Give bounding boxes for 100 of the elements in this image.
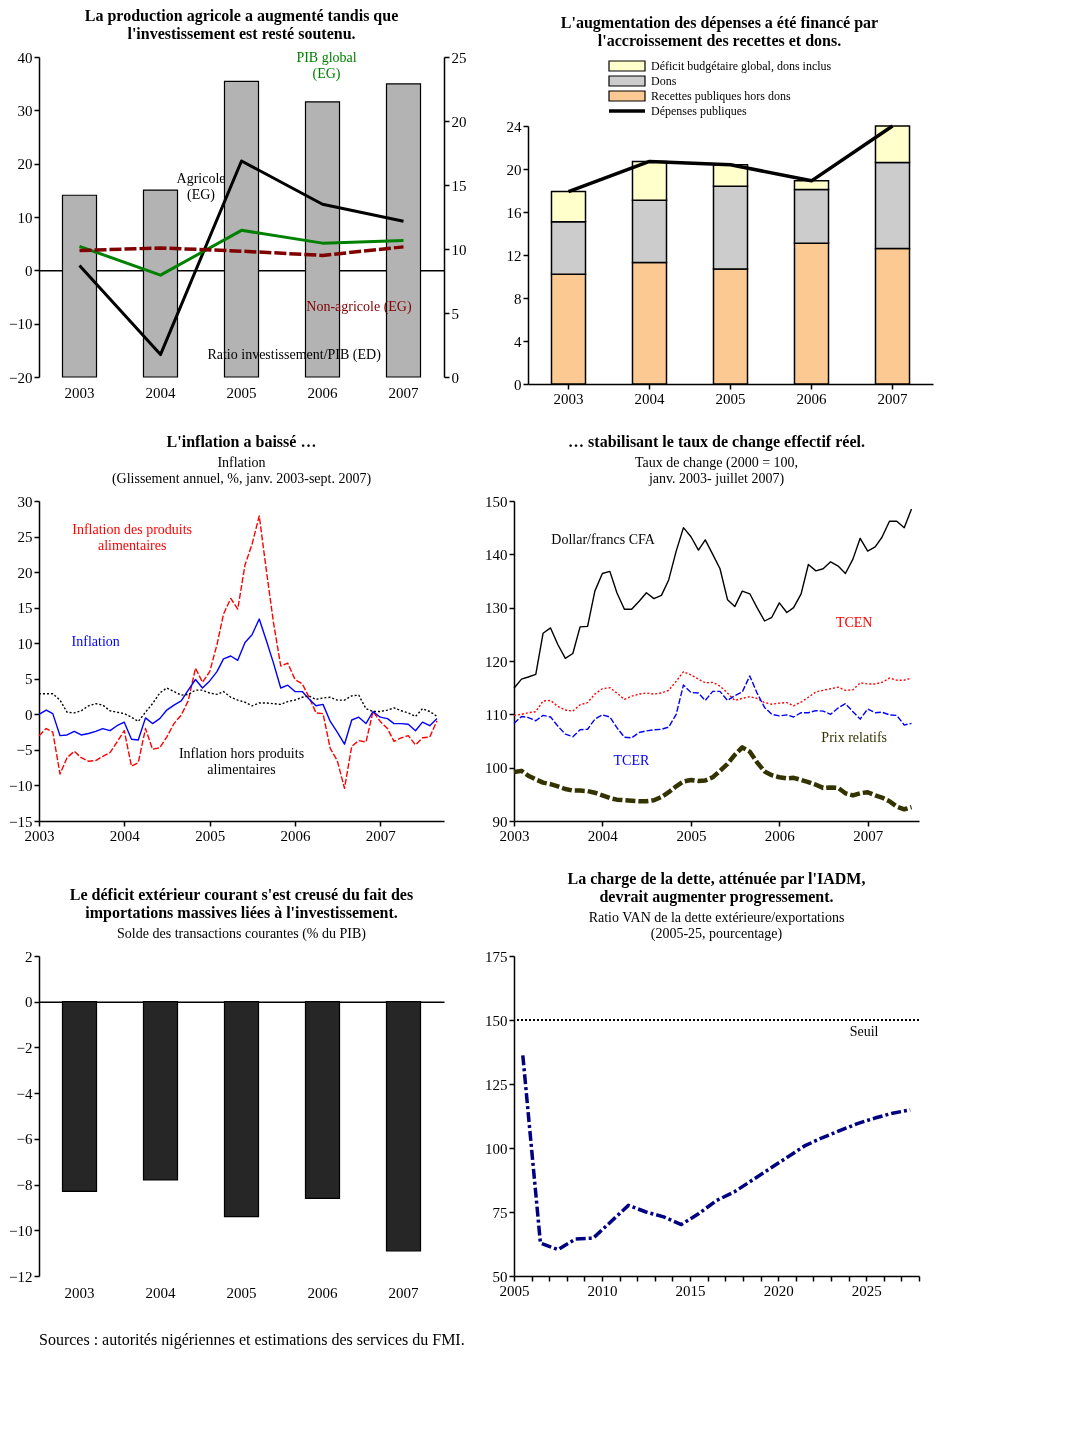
y-tick-label: 15 [17,600,33,617]
y-tick-label: −4 [16,1085,33,1102]
line-series [511,745,914,812]
y-tick-label: 150 [485,1012,508,1029]
x-tick-label: 2007 [877,390,908,407]
y-tick-label: 100 [485,1140,508,1157]
y-tick-label: 175 [485,948,508,965]
y-tick-label: −8 [16,1177,33,1194]
text: Inflation des produits alimentaires [72,522,193,554]
y-tick-label: −5 [16,742,33,759]
x-tick-label: 2007 [853,827,884,844]
legend-label: Dons [651,74,677,88]
y2-tick-label: 10 [451,241,467,258]
y-tick-label: 8 [514,290,522,307]
y-tick-label: 20 [506,161,522,178]
y-tick-label: 4 [514,333,522,350]
x-tick-label: 2004 [145,385,176,402]
y-tick-label: 120 [485,653,508,670]
chart-title: La charge de la dette, atténuée par l'IADM, devrait augmenter progressement. [567,870,866,906]
y-tick-label: 25 [17,529,33,546]
y-tick-label: 20 [17,156,33,173]
legend-label: Déficit budgétaire global, dons inclus [651,59,832,73]
source-note: Sources : autorités nigériennes et estimations des services du FMI. [39,1331,465,1349]
x-tick-label: 2005 [226,1284,257,1301]
series-label: TCER [613,752,650,768]
y-tick-label: 16 [506,204,522,221]
y-tick-label: 5 [25,671,33,688]
y-tick-label: 30 [17,102,33,119]
x-tick-label: 2007 [365,827,397,844]
x-tick-label: 2006 [307,1284,338,1301]
text: TCEN [835,615,873,631]
y-tick-label: −12 [9,1268,33,1285]
x-tick-label: 2005 [226,385,257,402]
x-tick-label: 2005 [676,827,707,844]
y-tick-label: 0 [25,994,33,1011]
legend-label: Dépenses publiques [651,104,747,118]
x-tick-label: 2006 [764,827,796,844]
y-tick-label: 0 [25,706,33,723]
y2-tick-label: 15 [451,177,467,194]
text: Inflation [71,634,120,650]
line-series [513,670,913,717]
y-tick-label: 140 [485,546,508,563]
line-series [77,245,406,258]
line-series [38,515,438,789]
x-tick-label: 2004 [109,827,141,844]
x-tick-label: 2003 [24,827,55,844]
y-tick-label: −6 [16,1131,33,1148]
y-tick-label: 12 [506,247,522,264]
y-tick-label: −10 [9,777,33,794]
x-tick-label: 2004 [587,827,619,844]
y-tick-label: −10 [9,1222,33,1239]
y-tick-label: −10 [9,316,33,333]
y-tick-label: 10 [17,209,33,226]
y-tick-label: 100 [485,760,508,777]
text: PIB global (EG) [296,49,357,82]
chart-subtitle: Ratio VAN de la dette extérieure/exportations (2005-25, pourcentage) [588,910,845,942]
y2-tick-label: 0 [451,369,459,386]
line-series [38,618,438,745]
x-tick-label: 2005 [195,827,226,844]
x-tick-label: 2003 [64,1284,95,1301]
legend-label: Recettes publiques hors dons [651,89,791,103]
y-tick-label: 150 [485,493,508,510]
x-tick-label: 2006 [280,827,311,844]
chart-title: … stabilisant le taux de change effectif réel. [568,433,865,451]
y-tick-label: 125 [485,1076,508,1093]
x-tick-label: 2003 [64,385,95,402]
x-tick-label: 2020 [763,1282,794,1299]
x-tick-label: 2006 [796,390,827,407]
chart-title: L'augmentation des dépenses a été financé par l'accroissement des recettes et dons. [560,14,879,49]
x-tick-label: 2010 [587,1282,618,1299]
x-tick-label: 2025 [851,1282,882,1299]
text: Prix relatifs [821,730,888,746]
y-tick-label: 40 [17,49,33,66]
x-tick-label: 2003 [499,827,530,844]
series-label: Agricole (EG) [176,171,226,204]
chart-title: Le déficit extérieur courant s'est creusé du fait des importations massives liées à l'investissement. [69,886,414,922]
y-tick-label: 110 [485,706,508,723]
x-tick-label: 2007 [388,1284,419,1301]
line-series [78,228,405,277]
y-tick-label: 50 [492,1268,508,1285]
x-tick-label: 2007 [388,385,419,402]
chart-subtitle: Inflation (Glissement annuel, %, janv. 2003-sept. 2007) [111,455,372,487]
y2-tick-label: 20 [451,113,467,130]
y-tick-label: 24 [506,118,522,135]
y-tick-label: −15 [9,813,33,830]
y-tick-label: 130 [485,600,508,617]
x-tick-label: 2005 [715,390,746,407]
series-label: Dollar/francs CFA [551,532,656,547]
chart-subtitle: Taux de change (2000 = 100, janv. 2003- juillet 2007) [634,455,799,487]
x-tick-label: 2006 [307,385,338,402]
y-tick-label: 30 [17,493,33,510]
y-tick-label: 75 [492,1204,508,1221]
ref-line-label: Seuil [849,1024,879,1039]
y-tick-label: 20 [17,564,33,581]
y-tick-label: 10 [17,635,33,652]
y2-tick-label: 25 [451,49,467,66]
x-tick-label: 2003 [553,390,584,407]
y2-tick-label: 5 [451,305,459,322]
x-tick-label: 2004 [634,390,665,407]
y-tick-label: −2 [16,1039,33,1056]
